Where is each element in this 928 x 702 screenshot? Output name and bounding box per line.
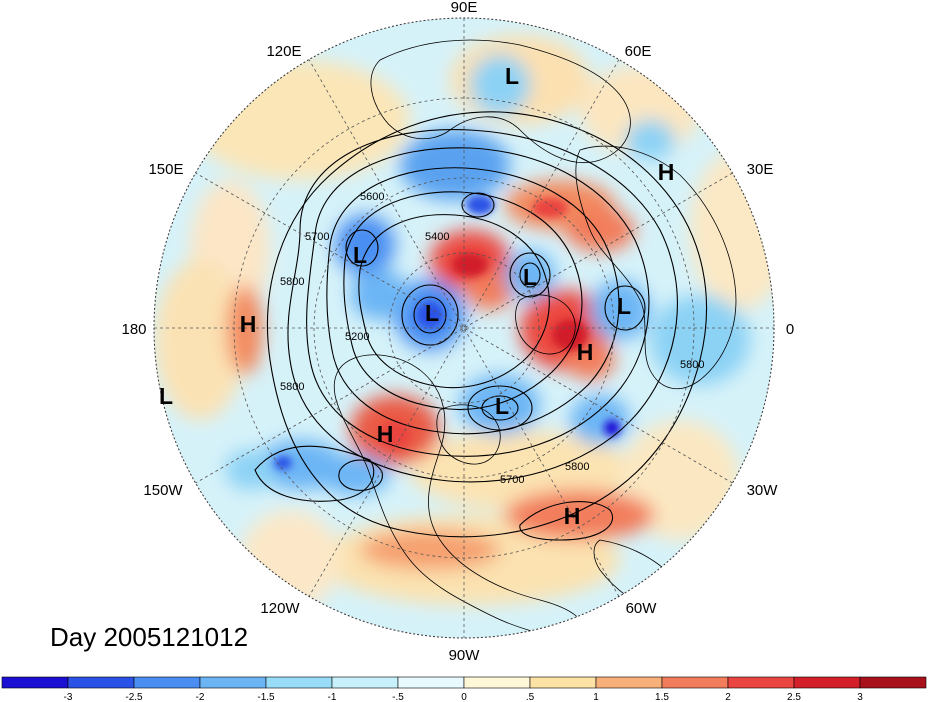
pressure-center-l-pole: L [425,300,439,326]
longitude-labels: 90E 60E 30E 0 30W 60W 90W 120W 150W 180 … [121,0,794,664]
colorbar-tick-label: -2 [196,692,205,702]
pressure-center-h-subtropical-atlantic: H [564,503,581,529]
graticule [154,18,774,638]
colorbar-swatch [529,676,597,689]
pressure-center-l-north-asia: L [505,63,519,89]
colorbar-swatch [661,676,729,689]
colorbar-tick-label: 1.5 [655,692,669,702]
longitude-label-90e: 90E [451,0,478,16]
contour-label-5400: 5400 [425,231,449,243]
longitude-label-150e: 150E [148,161,183,178]
colorbar-tick-label: 2.5 [787,692,801,702]
longitude-label-120e: 120E [266,43,301,60]
colorbar-swatch [397,676,465,689]
pressure-center-l-east-siberia: L [159,383,173,409]
date-label: Day 2005121012 [50,622,248,652]
colorbar-swatch [595,676,663,689]
colorbar-swatch [265,676,333,689]
colorbar-swatch [331,676,399,689]
colorbar-swatch [1,676,69,689]
colorbar-tick-label: 0 [461,692,467,702]
colorbar-tick-label: -1.5 [257,692,275,702]
pressure-center-l-greenland: L [353,242,367,268]
longitude-label-120w: 120W [260,600,300,617]
colorbar-tick-label: 2 [725,692,731,702]
colorbar-tick-label: -2.5 [125,692,143,702]
longitude-label-90w: 90W [449,647,481,664]
pressure-center-h-pacific: H [240,311,257,337]
longitude-label-0: 0 [786,321,794,338]
pressure-center-l-europe-west: L [617,293,631,319]
colorbar-tick-label: 1 [593,692,599,702]
contour-label-5800-asia: 5800 [280,276,304,288]
height-contours [254,111,708,541]
colorbar-tick-label: -1 [328,692,337,702]
contour-label-5200: 5200 [345,331,369,343]
longitude-label-60w: 60W [626,600,658,617]
colorbar-swatch [793,676,861,689]
colorbar-tick-label: -3 [64,692,73,702]
contour-label-5800-africa: 5800 [680,359,704,371]
anomaly-cores [274,195,620,470]
colorbar-tick-label: -.5 [392,692,404,702]
pressure-center-h-alaska: H [377,421,394,447]
map-disk [154,18,774,638]
longitude-label-30w: 30W [747,482,779,499]
longitude-label-180: 180 [121,321,146,338]
colorbar-swatch [463,676,531,689]
colorbar-swatch [199,676,267,689]
contour-label-5800-pacific: 5800 [280,381,304,393]
colorbar-swatch [67,676,135,689]
colorbar: -3 -2.5 -2 -1.5 -1 -.5 0 .5 1 1.5 2 2.5 3 [1,676,927,702]
colorbar-swatch [133,676,201,689]
pressure-center-l-west-siberia: L [523,264,537,290]
map-border [153,17,775,639]
pressure-center-h-europe: H [658,159,675,185]
colorbar-swatch [727,676,795,689]
longitude-label-30e: 30E [747,161,774,178]
colorbar-swatch [859,676,927,689]
contour-label-5700-america: 5700 [500,474,524,486]
longitude-label-150w: 150W [143,482,183,499]
contour-value-labels: 5600 5700 5800 5800 5200 5400 5700 5800 … [280,191,704,486]
contour-label-5800-atlantic: 5800 [565,461,589,473]
contour-label-5600: 5600 [360,191,384,203]
pressure-center-l-hudson: L [495,393,509,419]
pressure-center-markers: L H L L H L L L L H H L H [159,63,674,529]
longitude-label-60e: 60E [625,43,652,60]
contour-label-5700-asia: 5700 [305,231,329,243]
colorbar-tick-label: 3 [857,692,863,702]
colorbar-tick-label: .5 [526,692,535,702]
pressure-center-h-east-atlantic: H [577,339,594,365]
